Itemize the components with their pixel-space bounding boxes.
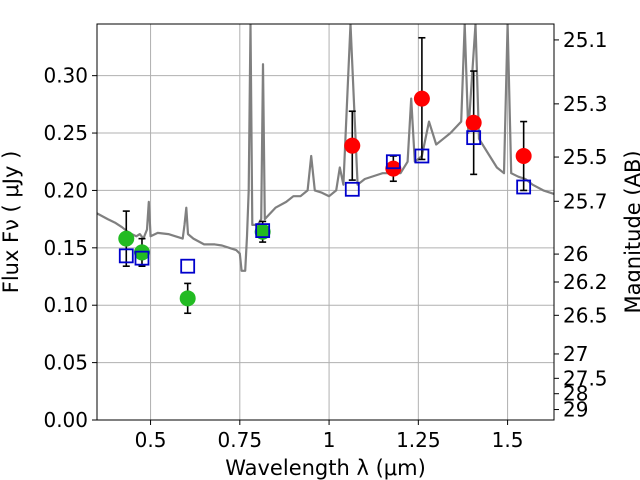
model-flux-square	[255, 223, 271, 239]
x-tick-label: 1.5	[492, 428, 524, 452]
x-tick-label: 0.5	[135, 428, 167, 452]
y2-tick-label: 26.5	[563, 303, 608, 327]
x-tick-label: 1.25	[396, 428, 441, 452]
y2-tick-label: 25.7	[563, 189, 608, 213]
model-flux-square	[466, 130, 482, 146]
y-tick-label: 0.05	[43, 351, 88, 375]
photometry-point	[515, 148, 532, 164]
x-axis-ticks: 0.5 0.75 1 1.25 1.5	[135, 420, 524, 452]
y-tick-label: 0.10	[43, 293, 88, 317]
model-flux-square	[180, 258, 196, 274]
y-axis-label: Flux Fν ( μJy )	[0, 151, 23, 294]
y2-tick-label: 25.1	[563, 28, 608, 52]
y-tick-label: 0.15	[43, 236, 88, 260]
y2-axis-label: Magnitude (AB)	[621, 150, 640, 313]
photometry-point	[413, 90, 430, 107]
y-tick-label: 0.20	[43, 178, 88, 202]
x-tick-label: 0.75	[218, 428, 263, 452]
series-3	[118, 130, 532, 274]
model-flux-square	[414, 148, 430, 164]
y2-tick-label: 26	[563, 242, 588, 266]
y2-tick-label: 28	[563, 382, 588, 406]
series-0	[97, 24, 554, 272]
model-flux-square	[118, 248, 134, 264]
model-flux-square	[134, 250, 150, 266]
grid-lines	[97, 24, 554, 421]
x-tick-label: 1	[323, 428, 336, 452]
plot-frame	[96, 23, 555, 421]
template-spectrum-line	[97, 24, 554, 272]
y2-tick-label: 25.3	[563, 92, 608, 116]
y2-tick-label: 25.5	[563, 145, 608, 169]
y2-tick-label: 27.5	[563, 366, 608, 390]
data-layer	[97, 24, 554, 315]
y-tick-label: 0.30	[43, 64, 88, 88]
photometry-point	[344, 137, 361, 154]
y2-tick-label: 29	[563, 398, 588, 422]
y-tick-label: 0.00	[43, 408, 88, 432]
photometry-point	[118, 230, 135, 247]
y2-tick-label: 27	[563, 342, 588, 366]
y-axis-ticks: 0.00 0.05 0.10 0.15 0.20 0.25 0.30	[43, 64, 97, 432]
y2-tick-label: 26.2	[563, 270, 608, 294]
x-axis-label: Wavelength λ (μm)	[225, 456, 426, 480]
photometry-point	[465, 114, 482, 131]
photometry-point	[254, 223, 271, 240]
series-2	[344, 36, 532, 192]
series-1	[118, 210, 271, 315]
y-tick-label: 0.25	[43, 121, 88, 145]
model-flux-square	[516, 179, 532, 195]
photometry-point	[179, 290, 196, 307]
model-flux-square	[385, 154, 401, 170]
model-flux-square	[344, 181, 360, 197]
